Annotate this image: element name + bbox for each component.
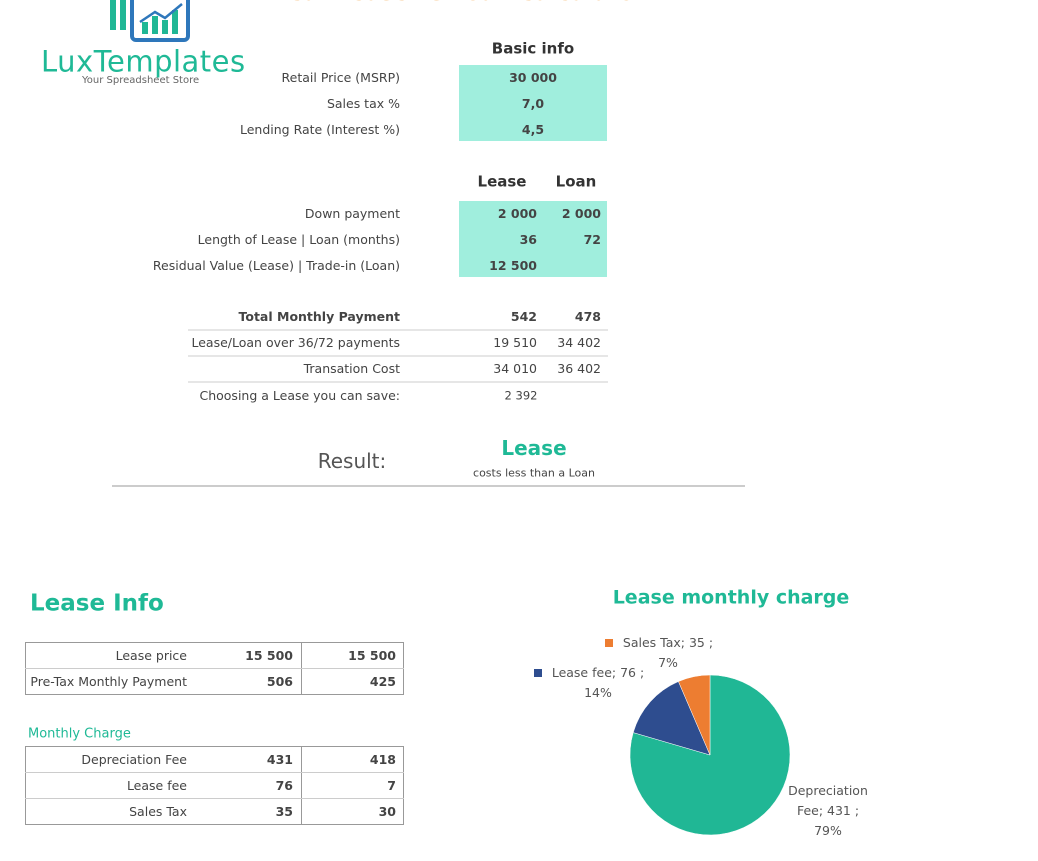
cell-value: 35 [275, 803, 293, 819]
column-header: Loan [555, 172, 597, 191]
logo-tagline: Your Spreadsheet Store [82, 75, 200, 86]
input-value: 4,5 [521, 121, 545, 137]
input-fill [459, 65, 607, 141]
row-label: Sales Tax [129, 803, 187, 819]
saving-value: 2 392 [504, 388, 538, 403]
cell-value: 30 [378, 803, 396, 819]
section-heading: Basic info [491, 39, 575, 58]
summary-value: 19 510 [493, 334, 537, 350]
data-label: Sales Tax; 35 ; 7% [622, 635, 714, 670]
input-value: 36 [519, 231, 537, 247]
cell-value: 506 [266, 673, 293, 689]
cell-value: 418 [369, 751, 396, 767]
row-label: Length of Lease | Loan (months) [197, 231, 400, 247]
pie-slice [632, 681, 711, 756]
row-label: Lease/Loan over 36/72 payments [191, 334, 401, 350]
summary-value: 478 [574, 308, 601, 324]
pie-slice [678, 674, 711, 756]
result-note: costs less than a Loan [473, 466, 595, 480]
summary-value: 542 [510, 308, 537, 324]
data-label: Depreciation Fee; 431 ; 79% [788, 783, 868, 838]
table-border [25, 746, 404, 825]
row-label: Down payment [304, 205, 400, 221]
input-value: 2 000 [497, 205, 537, 221]
summary-value: 36 402 [557, 360, 601, 376]
summary-value: 34 402 [557, 334, 601, 350]
page-title: Car Lease vs Loan Calculator [287, 0, 644, 5]
pie [534, 639, 791, 836]
input-value: 2 000 [561, 205, 601, 221]
cell-value: 15 500 [348, 647, 396, 663]
data-label: Lease fee; 76 ; 14% [551, 665, 645, 700]
legend-key [534, 669, 542, 677]
legend-key [605, 639, 613, 647]
input-value: 12 500 [489, 257, 537, 273]
section-subtitle: Monthly Charge [28, 726, 131, 742]
row-label: Residual Value (Lease) | Trade-in (Loan) [152, 257, 400, 273]
input-value: 7,0 [521, 95, 545, 111]
row-label: Lease price [115, 647, 187, 663]
row-label: Transation Cost [303, 360, 400, 376]
row-label: Lease fee [126, 777, 187, 793]
logo-text: LuxTemplates [41, 44, 246, 79]
logo-icon [110, 0, 190, 42]
row-label: Retail Price (MSRP) [281, 69, 400, 85]
row-label: Total Monthly Payment [238, 308, 401, 324]
result-winner: Lease [501, 436, 567, 460]
section-title: Lease Info [30, 590, 164, 617]
input-value: 72 [583, 231, 601, 247]
cell-value: 76 [275, 777, 293, 793]
input-value: 30 000 [509, 69, 557, 85]
cell-value: 15 500 [245, 647, 293, 663]
cell-value: 7 [387, 777, 396, 793]
row-label: Depreciation Fee [81, 751, 187, 767]
row-label: Choosing a Lease you can save: [199, 387, 400, 403]
row-label: Lending Rate (Interest %) [239, 121, 400, 137]
chart-title: Lease monthly charge [612, 586, 850, 609]
column-header: Lease [477, 172, 527, 191]
summary-value: 34 010 [493, 360, 537, 376]
input-fill [459, 201, 607, 277]
row-label: Pre-Tax Monthly Payment [30, 673, 187, 689]
cell-value: 431 [266, 751, 293, 767]
result-label: Result: [317, 449, 387, 473]
cell-value: 425 [369, 673, 396, 689]
row-label: Sales tax % [326, 95, 400, 111]
